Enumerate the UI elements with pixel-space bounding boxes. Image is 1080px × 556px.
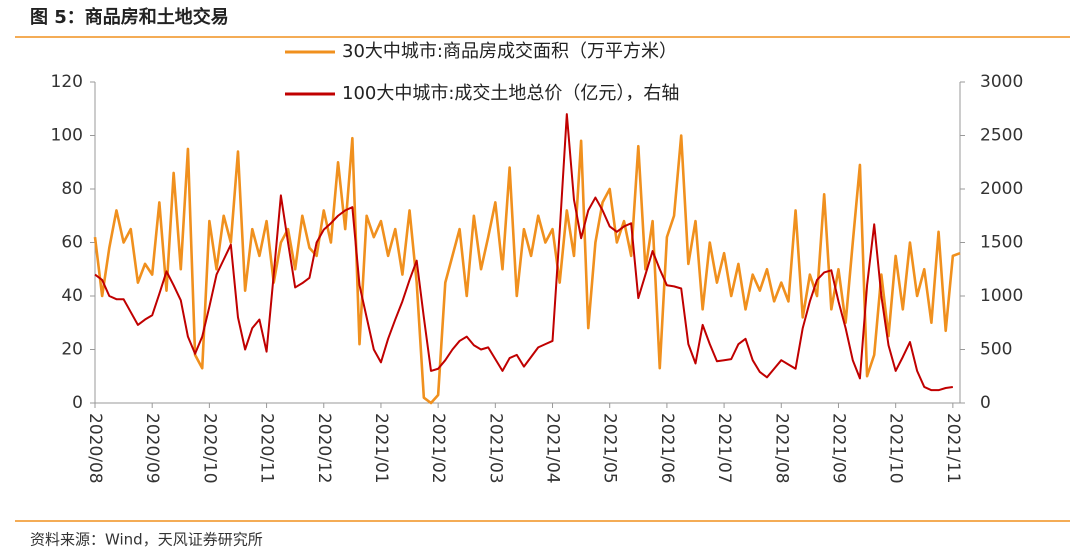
x-tick-label: 2021/09 — [828, 413, 848, 484]
x-tick-label: 2021/08 — [771, 413, 791, 484]
y-tick-label: 0 — [72, 393, 83, 413]
x-tick-label: 2021/11 — [943, 413, 963, 484]
x-tick-label: 2021/01 — [371, 413, 391, 484]
legend-label: 100大中城市:成交土地总价（亿元），右轴 — [342, 83, 679, 104]
y2-tick-label: 500 — [980, 340, 1012, 360]
y-tick-label: 120 — [51, 72, 83, 92]
y2-tick-label: 0 — [980, 393, 991, 413]
y-tick-label: 20 — [61, 340, 83, 360]
y-tick-label: 60 — [61, 233, 83, 253]
series-line — [93, 134, 961, 405]
series-line — [94, 113, 953, 392]
x-tick-label: 2021/03 — [485, 413, 505, 484]
x-tick-label: 2020/12 — [314, 413, 334, 484]
y-tick-label: 100 — [51, 126, 83, 146]
x-tick-label: 2020/11 — [257, 413, 277, 484]
x-tick-label: 2021/06 — [657, 413, 677, 484]
legend-label: 30大中城市:商品房成交面积（万平方米） — [342, 41, 677, 62]
source: 资料来源：Wind，天风证券研究所 — [30, 531, 263, 549]
y2-tick-label: 2500 — [980, 126, 1023, 146]
x-tick-label: 2020/10 — [199, 413, 219, 484]
y-tick-label: 40 — [61, 286, 83, 306]
x-tick-label: 2021/10 — [886, 413, 906, 484]
chart-title: 图 5：商品房和土地交易 — [30, 6, 229, 28]
y-tick-label: 80 — [61, 179, 83, 199]
x-tick-label: 2021/05 — [600, 413, 620, 484]
y2-tick-label: 1500 — [980, 233, 1023, 253]
x-tick-label: 2020/08 — [85, 413, 105, 484]
y2-tick-label: 2000 — [980, 179, 1023, 199]
y2-tick-label: 3000 — [980, 72, 1023, 92]
y2-tick-label: 1000 — [980, 286, 1023, 306]
x-tick-label: 2021/02 — [428, 413, 448, 484]
x-tick-label: 2021/04 — [543, 413, 563, 484]
x-tick-label: 2020/09 — [142, 413, 162, 484]
x-tick-label: 2021/07 — [714, 413, 734, 484]
